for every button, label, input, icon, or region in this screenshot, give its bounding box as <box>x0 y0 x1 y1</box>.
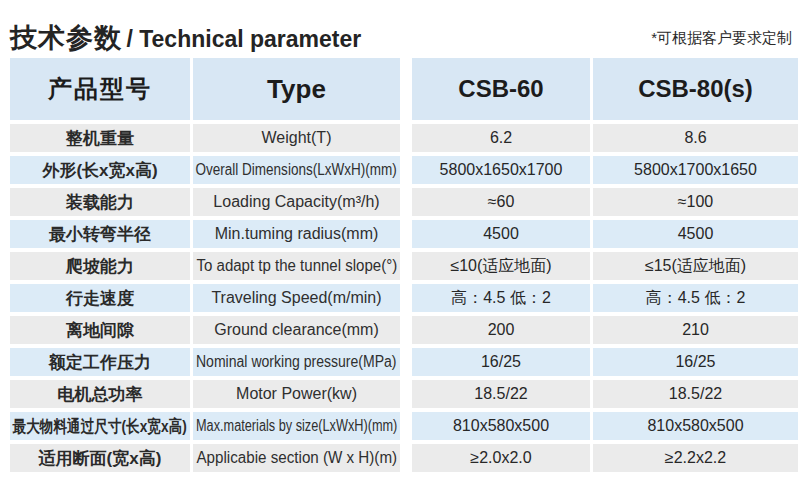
value-csb-80s: 210 <box>593 316 798 344</box>
value-csb-60: 6.2 <box>412 124 590 152</box>
value-csb-60: 5800x1650x1700 <box>412 156 590 184</box>
value-csb-80s: 16/25 <box>593 348 798 376</box>
customization-note: *可根据客户要求定制 <box>651 29 792 52</box>
page-title: 技术参数 / Technical parameter <box>10 25 361 52</box>
parameter-name-columns: 产品型号 Type 整机重量Weight(T)外形(长x宽x高)Overall … <box>10 58 400 472</box>
param-name-en: Ground clearance(mm) <box>193 316 400 344</box>
value-csb-60: 200 <box>412 316 590 344</box>
value-csb-80s: ≥2.2x2.2 <box>593 444 798 472</box>
value-csb-60: 18.5/22 <box>412 380 590 408</box>
param-name-en: Weight(T) <box>193 124 400 152</box>
param-name-cn: 最大物料通过尺寸(长x宽x高) <box>10 412 190 440</box>
param-name-cn: 整机重量 <box>10 124 190 152</box>
param-name-cn: 电机总功率 <box>10 380 190 408</box>
param-name-cn: 行走速度 <box>10 284 190 312</box>
value-csb-80s: 5800x1700x1650 <box>593 156 798 184</box>
param-name-cn: 外形(长x宽x高) <box>10 156 190 184</box>
param-name-en: Motor Power(kw) <box>193 380 400 408</box>
header-product-model: 产品型号 <box>10 58 190 120</box>
page-title-cn: 技术参数 <box>10 23 122 53</box>
param-name-cn: 额定工作压力 <box>10 348 190 376</box>
value-csb-80s: 18.5/22 <box>593 380 798 408</box>
model-value-columns: CSB-60 CSB-80(s) 6.28.65800x1650x1700580… <box>412 58 798 472</box>
value-csb-60: 4500 <box>412 220 590 248</box>
value-csb-60: ≈60 <box>412 188 590 216</box>
value-csb-60: 高：4.5 低：2 <box>412 284 590 312</box>
header-type: Type <box>193 58 400 120</box>
param-name-cn: 爬坡能力 <box>10 252 190 280</box>
param-name-en: Applicabie section (W x H)(m) <box>193 444 400 472</box>
value-csb-80s: 4500 <box>593 220 798 248</box>
param-name-en: Nominal working pressure(MPa) <box>193 348 400 376</box>
param-name-en: Traveling Speed(m/min) <box>193 284 400 312</box>
param-name-cn: 适用断面(宽x高) <box>10 444 190 472</box>
param-name-en: Min.tuming radius(mm) <box>193 220 400 248</box>
param-name-cn: 装载能力 <box>10 188 190 216</box>
value-csb-80s: ≤15(适应地面) <box>593 252 798 280</box>
value-csb-80s: 高：4.5 低：2 <box>593 284 798 312</box>
value-csb-60: 16/25 <box>412 348 590 376</box>
value-csb-60: ≤10(适应地面) <box>412 252 590 280</box>
page-title-en: / Technical parameter <box>126 26 361 52</box>
value-csb-80s: ≈100 <box>593 188 798 216</box>
value-csb-60: ≥2.0x2.0 <box>412 444 590 472</box>
title-bar: 技术参数 / Technical parameter *可根据客户要求定制 <box>0 0 800 58</box>
param-name-cn: 离地间隙 <box>10 316 190 344</box>
header-csb-60: CSB-60 <box>412 58 590 120</box>
value-csb-80s: 8.6 <box>593 124 798 152</box>
param-name-en: Loading Capacity(m³/h) <box>193 188 400 216</box>
value-csb-60: 810x580x500 <box>412 412 590 440</box>
param-name-en: Max.materials by size(LxWxH)(mm) <box>193 412 400 440</box>
param-name-en: To adapt tp the tunnel slope(°) <box>193 252 400 280</box>
param-name-en: Overall Dimensions(LxWxH)(mm) <box>193 156 400 184</box>
technical-parameter-table: 产品型号 Type 整机重量Weight(T)外形(长x宽x高)Overall … <box>10 58 800 472</box>
header-csb-80s: CSB-80(s) <box>593 58 798 120</box>
param-name-cn: 最小转弯半径 <box>10 220 190 248</box>
value-csb-80s: 810x580x500 <box>593 412 798 440</box>
